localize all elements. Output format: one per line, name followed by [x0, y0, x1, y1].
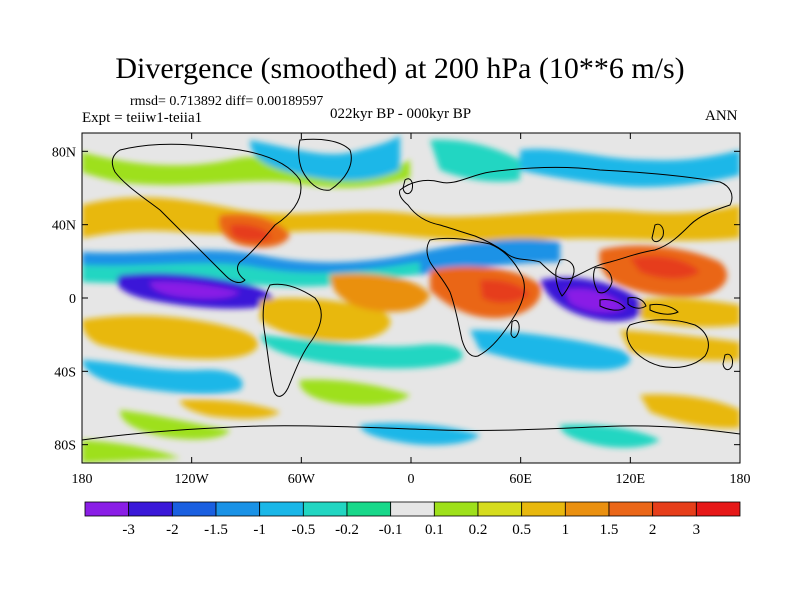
- colorbar-label: -1: [253, 522, 266, 538]
- x-axis: 180 120W 60W 0 60E 120E 180: [72, 133, 751, 487]
- colorbar-swatch: [608, 501, 654, 517]
- colorbar-label: 0.2: [469, 522, 488, 538]
- colorbar-swatch: [215, 501, 261, 517]
- colorbar-swatch: [521, 501, 566, 517]
- experiment-label: Expt = teiiw1-teiia1: [82, 110, 203, 126]
- x-tick-label: 120W: [175, 472, 210, 487]
- colorbar-label: -3: [122, 522, 135, 538]
- colorbar-swatch: [171, 501, 217, 517]
- x-tick-label: 180: [730, 472, 751, 487]
- x-tick-label: 60W: [288, 472, 316, 487]
- colorbar-label: 0.1: [425, 522, 444, 538]
- y-axis: 80N 40N 0 40S 80S: [52, 145, 740, 454]
- colorbar-swatch: [346, 501, 392, 517]
- season-label: ANN: [705, 108, 738, 124]
- colorbar: -3 -2 -1.5 -1 -0.5 -0.2 -0.1 0.1 0.2 0.5 1 1.5 2 3: [84, 501, 741, 538]
- chart-title: Divergence (smoothed) at 200 hPa (10**6 …: [115, 52, 685, 85]
- stats-text: rmsd= 0.713892 diff= 0.00189597: [130, 94, 324, 109]
- colorbar-swatch: [652, 501, 697, 517]
- coastlines: [82, 138, 740, 441]
- colorbar-swatch: [128, 501, 173, 517]
- x-tick-label: 60E: [509, 472, 532, 487]
- colorbar-swatch: [695, 501, 741, 517]
- colorbar-label: 1.5: [600, 522, 619, 538]
- colorbar-swatch: [302, 501, 348, 517]
- period-label: 022kyr BP - 000kyr BP: [330, 106, 472, 122]
- colorbar-label: 1: [562, 522, 570, 538]
- map-panel: [81, 132, 741, 464]
- colorbar-swatch: [477, 501, 523, 517]
- colorbar-swatch: [564, 501, 610, 517]
- y-tick-label: 80S: [54, 439, 76, 454]
- y-tick-label: 80N: [52, 145, 76, 160]
- y-tick-label: 0: [69, 292, 76, 307]
- x-tick-label: 180: [72, 472, 93, 487]
- colorbar-label: -2: [166, 522, 179, 538]
- colorbar-label: 2: [649, 522, 657, 538]
- colorbar-swatch: [84, 501, 130, 517]
- colorbar-label: -0.5: [291, 522, 315, 538]
- colorbar-label: 3: [693, 522, 701, 538]
- colorbar-swatch: [433, 501, 479, 517]
- colorbar-label: -0.1: [379, 522, 403, 538]
- y-tick-label: 40S: [54, 365, 76, 380]
- colorbar-label: -1.5: [204, 522, 228, 538]
- colorbar-label: -0.2: [335, 522, 359, 538]
- x-tick-label: 120E: [616, 472, 646, 487]
- colorbar-swatch: [390, 501, 435, 517]
- y-tick-label: 40N: [52, 219, 76, 234]
- divergence-field: [82, 135, 740, 463]
- x-tick-label: 0: [408, 472, 415, 487]
- colorbar-swatch: [259, 501, 304, 517]
- colorbar-label: 0.5: [512, 522, 531, 538]
